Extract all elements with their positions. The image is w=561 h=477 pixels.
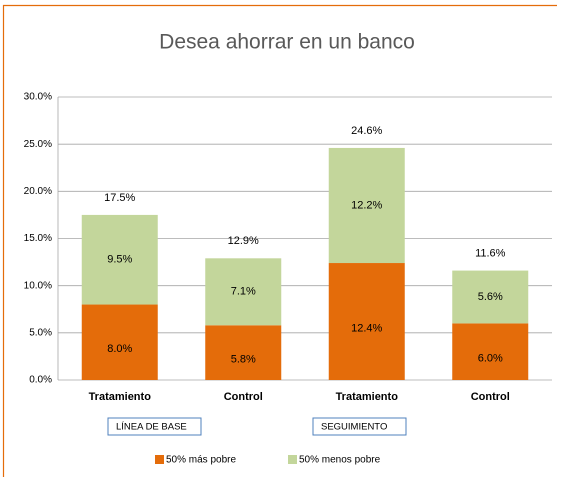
- value-label: 12.2%: [351, 199, 382, 211]
- value-label: 5.6%: [478, 291, 503, 303]
- value-label: 7.1%: [231, 286, 256, 298]
- x-tick-label: Tratamiento: [89, 391, 152, 403]
- value-label: 5.8%: [231, 354, 256, 366]
- group-label: SEGUIMIENTO: [321, 422, 387, 433]
- legend-swatch: [155, 455, 164, 464]
- y-tick-label: 25.0%: [24, 139, 52, 150]
- value-label: 12.4%: [351, 322, 382, 334]
- x-tick-label: Control: [471, 391, 510, 403]
- legend-swatch: [288, 455, 297, 464]
- frame: [2, 4, 557, 477]
- bar-segment: [81, 214, 158, 305]
- bar-segment: [205, 258, 282, 326]
- total-label: 24.6%: [351, 125, 382, 137]
- group-box: [107, 417, 202, 436]
- value-label: 8.0%: [107, 343, 132, 355]
- y-tick-label: 10.0%: [24, 280, 52, 291]
- y-tick-label: 0.0%: [29, 375, 52, 386]
- group-label: LÍNEA DE BASE: [116, 422, 187, 433]
- x-tick-label: Tratamiento: [336, 391, 399, 403]
- y-tick-label: 5.0%: [29, 327, 52, 338]
- x-tick-label: Control: [224, 391, 263, 403]
- value-label: 6.0%: [478, 353, 503, 365]
- bar-segment: [328, 147, 405, 264]
- bar-segment: [205, 325, 282, 380]
- group-box: [312, 417, 407, 436]
- value-label: 9.5%: [107, 254, 132, 266]
- bar-segment: [328, 263, 405, 380]
- total-label: 17.5%: [104, 192, 135, 204]
- y-tick-label: 20.0%: [24, 186, 52, 197]
- bar-segment: [81, 304, 158, 380]
- bar-segment: [452, 323, 529, 380]
- chart-title: Desea ahorrar en un banco: [159, 31, 415, 54]
- y-tick-label: 30.0%: [24, 92, 52, 103]
- total-label: 12.9%: [228, 235, 259, 247]
- bar-segment: [452, 270, 529, 324]
- y-tick-label: 15.0%: [24, 233, 52, 244]
- total-label: 11.6%: [475, 247, 506, 259]
- legend-label: 50% menos pobre: [299, 455, 381, 466]
- legend-label: 50% más pobre: [166, 455, 236, 466]
